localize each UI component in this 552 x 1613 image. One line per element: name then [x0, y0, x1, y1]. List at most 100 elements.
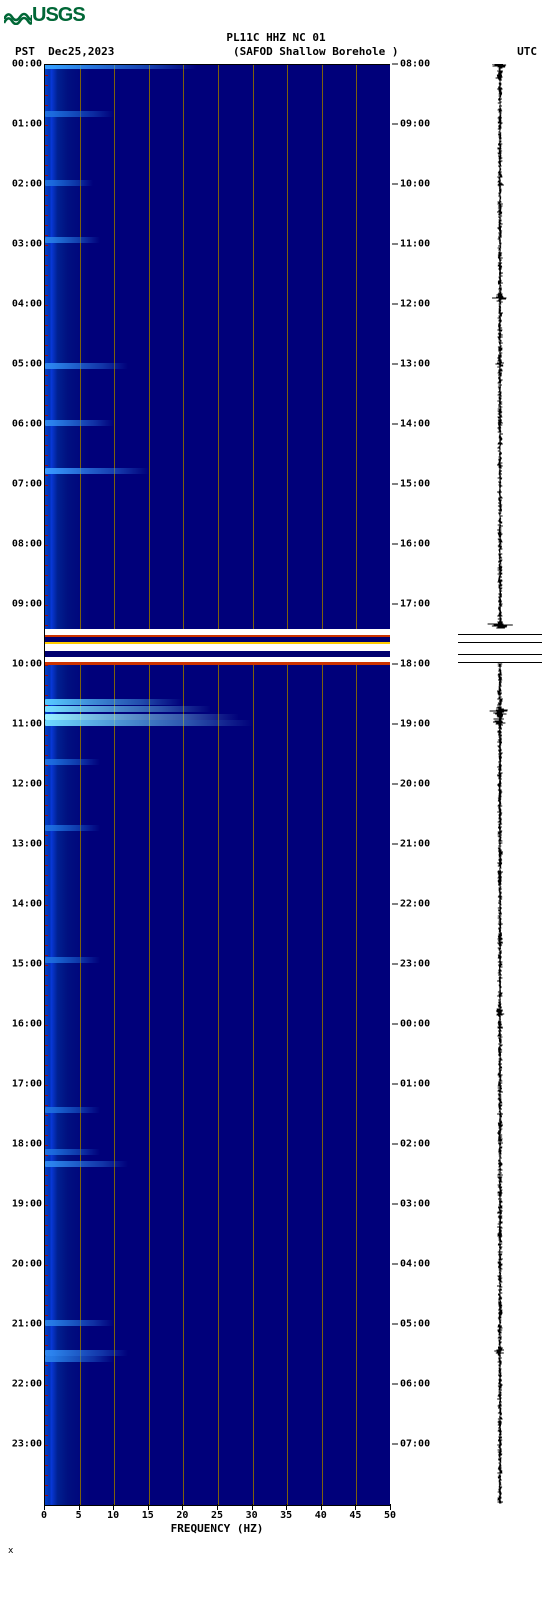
xtick-label: 10: [107, 1510, 119, 1521]
ytick-left: 11:00: [0, 718, 42, 729]
spectral-event: [45, 720, 253, 726]
xtick-label: 5: [76, 1510, 82, 1521]
ytick-right: 17:00: [392, 598, 452, 609]
yaxis-right-labels: 08:0009:0010:0011:0012:0013:0014:0015:00…: [392, 64, 452, 1504]
ytick-right: 12:00: [392, 298, 452, 309]
minor-ticks: [45, 65, 390, 1505]
ytick-right: 07:00: [392, 1438, 452, 1449]
ytick-right: 20:00: [392, 778, 452, 789]
ytick-left: 14:00: [0, 898, 42, 909]
ytick-right: 13:00: [392, 358, 452, 369]
xtick-label: 40: [315, 1510, 327, 1521]
ytick-right: 14:00: [392, 418, 452, 429]
spectral-event: [45, 363, 128, 369]
ytick-right: 18:00: [392, 658, 452, 669]
ytick-left: 01:00: [0, 118, 42, 129]
spectral-event: [45, 111, 114, 117]
plot-area: 00:00 01:00 02:00 03:00 04:00 05:00 06:00 07:00…: [0, 64, 552, 1504]
xtick-label: 20: [176, 1510, 188, 1521]
spectral-event: [45, 1107, 100, 1113]
ytick-right: 09:00: [392, 118, 452, 129]
xaxis-label: FREQUENCY (HZ): [44, 1522, 390, 1535]
ytick-left: 06:00: [0, 418, 42, 429]
ytick-right: 04:00: [392, 1258, 452, 1269]
xtick-label: 0: [41, 1510, 47, 1521]
xtick-label: 30: [246, 1510, 258, 1521]
data-gap-band: [45, 662, 390, 664]
ytick-right: 23:00: [392, 958, 452, 969]
ytick-left: 04:00: [0, 298, 42, 309]
ytick-right: 00:00: [392, 1018, 452, 1029]
ytick-right: 01:00: [392, 1078, 452, 1089]
ytick-left: 20:00: [0, 1258, 42, 1269]
spectral-event: [45, 1320, 114, 1326]
ytick-left: 08:00: [0, 538, 42, 549]
ytick-right: 05:00: [392, 1318, 452, 1329]
spectral-event: [45, 237, 100, 243]
spectrogram: [45, 65, 390, 1505]
ytick-left: 13:00: [0, 838, 42, 849]
spectral-event: [45, 714, 239, 720]
xtick-label: 15: [142, 1510, 154, 1521]
yaxis-left-labels: 00:0001:0002:0003:0004:0005:0006:0007:00…: [0, 64, 42, 1504]
seismogram: [468, 64, 532, 1504]
spectral-event: [45, 180, 93, 186]
ytick-left: 05:00: [0, 358, 42, 369]
ytick-left: 15:00: [0, 958, 42, 969]
gridlines: [45, 65, 390, 1505]
ytick-right: 16:00: [392, 538, 452, 549]
ytick-right: 19:00: [392, 718, 452, 729]
ytick-left: 03:00: [0, 238, 42, 249]
xtick-label: 45: [349, 1510, 361, 1521]
ytick-left: 07:00: [0, 478, 42, 489]
ytick-right: 15:00: [392, 478, 452, 489]
spectral-event: [45, 1161, 128, 1167]
ytick-left: 02:00: [0, 178, 42, 189]
chart-title: PL11C HHZ NC 01: [0, 31, 552, 45]
ytick-right: 22:00: [392, 898, 452, 909]
ytick-left: 19:00: [0, 1198, 42, 1209]
tz-right: UTC: [517, 45, 537, 59]
ytick-left: 21:00: [0, 1318, 42, 1329]
low-freq-noise: [45, 65, 90, 1505]
chart-subtitle: PST Dec25,2023 (SAFOD Shallow Borehole )…: [0, 45, 552, 59]
ytick-left: 12:00: [0, 778, 42, 789]
ytick-right: 06:00: [392, 1378, 452, 1389]
spectral-event: [45, 1149, 100, 1155]
ytick-right: 02:00: [392, 1138, 452, 1149]
spectral-event: [45, 1350, 128, 1356]
spectral-event: [45, 706, 211, 712]
spectral-event: [45, 1356, 114, 1362]
ytick-right: 10:00: [392, 178, 452, 189]
ytick-left: 09:00: [0, 598, 42, 609]
ytick-left: 17:00: [0, 1078, 42, 1089]
ytick-left: 22:00: [0, 1378, 42, 1389]
spectral-event: [45, 957, 100, 963]
ytick-right: 11:00: [392, 238, 452, 249]
xtick-label: 50: [384, 1510, 396, 1521]
ytick-left: 00:00: [0, 58, 42, 69]
spectral-event: [45, 468, 149, 474]
ytick-right: 08:00: [392, 58, 452, 69]
xtick-label: 35: [280, 1510, 292, 1521]
ytick-right: 21:00: [392, 838, 452, 849]
data-gap-band: [45, 644, 390, 651]
spectral-event: [45, 825, 100, 831]
xtick-label: 25: [211, 1510, 223, 1521]
ytick-left: 23:00: [0, 1438, 42, 1449]
ytick-left: 16:00: [0, 1018, 42, 1029]
spectral-event: [45, 699, 183, 705]
usgs-logo-text: USGS: [32, 4, 85, 27]
footer-mark: x: [0, 1538, 552, 1556]
spectrogram-frame: [44, 64, 390, 1506]
xaxis: FREQUENCY (HZ) 05101520253035404550: [44, 1504, 390, 1538]
ytick-left: 18:00: [0, 1138, 42, 1149]
ytick-left: 10:00: [0, 658, 42, 669]
usgs-logo: USGS: [0, 0, 552, 31]
spectral-event: [45, 759, 100, 765]
spectral-event: [45, 420, 114, 426]
ytick-right: 03:00: [392, 1198, 452, 1209]
station-name: (SAFOD Shallow Borehole ): [233, 45, 399, 59]
usgs-wave-icon: [4, 7, 32, 25]
spectral-event: [45, 65, 197, 69]
